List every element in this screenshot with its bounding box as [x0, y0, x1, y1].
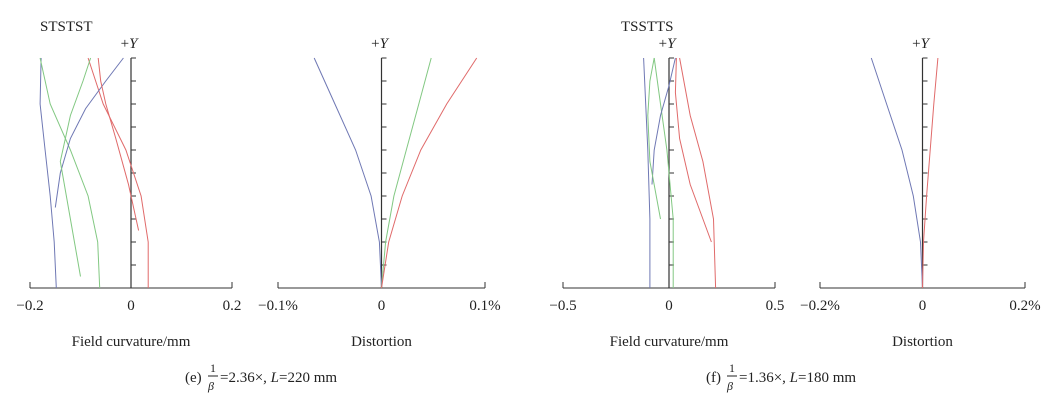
x-axis-label: Field curvature/mm [610, 334, 729, 350]
caption-f-text: =1.36×, L=180 mm [739, 370, 856, 386]
x-tick-label: −0.5 [549, 298, 576, 314]
series-line-2 [922, 57, 939, 289]
series-line-1 [313, 57, 382, 289]
caption-f-var: L [789, 370, 798, 386]
series-line-2 [39, 57, 101, 289]
caption-f-prefix: (f) [706, 370, 721, 386]
x-tick-label: 0.2% [1009, 298, 1040, 314]
plot-2: −0.1% 0 0.1% Distortion +Y [258, 36, 500, 350]
x-axis-label: Field curvature/mm [72, 334, 191, 350]
caption-e-end: =220 mm [279, 370, 337, 386]
series-line-3 [381, 57, 478, 289]
caption-e-frac-den: β [207, 379, 214, 393]
series-line-2 [381, 57, 432, 289]
y-axis-label-var: Y [921, 36, 931, 52]
caption-f-frac-den: β [726, 379, 733, 393]
y-axis-label: +Y [371, 36, 389, 52]
caption-f: (f) 1 β =1.36×, L=180 mm [706, 361, 856, 393]
plot-3: −0.5 0 0.5 Field curvature/mm +Y [549, 36, 784, 350]
series-line-2 [653, 57, 674, 288]
caption-e: (e) 1 β =2.36×, L=220 mm [185, 361, 337, 393]
series-line-6 [674, 57, 712, 243]
x-tick-label: −0.1% [258, 298, 298, 314]
caption-f-frac-num: 1 [729, 361, 735, 375]
caption-f-main: =1.36×, [739, 370, 790, 386]
x-axis-label: Distortion [892, 334, 953, 350]
legend-sequence-left: STSTST [40, 19, 93, 35]
x-tick-label: 0 [919, 298, 927, 314]
series-line-1 [643, 57, 651, 288]
x-axis-label: Distortion [351, 334, 412, 350]
x-tick-label: −0.2% [800, 298, 840, 314]
caption-e-text: =2.36×, L=220 mm [220, 370, 337, 386]
caption-e-frac-num: 1 [210, 361, 216, 375]
y-axis-label-var: Y [129, 36, 139, 52]
x-tick-label: 0.2 [223, 298, 242, 314]
y-axis-label: +Y [121, 36, 139, 52]
caption-e-main: =2.36×, [220, 370, 271, 386]
series-line-3 [87, 57, 149, 288]
x-tick-label: 0 [665, 298, 673, 314]
series-line-1 [39, 57, 57, 289]
series-line-4 [651, 57, 676, 185]
series-line-5 [647, 57, 661, 220]
x-tick-label: 0.5 [766, 298, 785, 314]
caption-e-var: L [270, 370, 279, 386]
x-tick-label: −0.2 [16, 298, 43, 314]
series-line-1 [870, 57, 923, 289]
y-axis-label-var: Y [380, 36, 390, 52]
chart-layer: −0.2 0 0.2 Field curvature/mm +Y −0.1% 0 0.1% Di… [16, 36, 1040, 350]
caption-f-end: =180 mm [798, 370, 856, 386]
series-line-4 [54, 57, 124, 208]
plot-4: −0.2% 0 0.2% Distortion +Y [800, 36, 1040, 350]
series-line-5 [59, 57, 92, 277]
x-tick-label: 0 [378, 298, 386, 314]
series-line-3 [679, 57, 717, 289]
legend-sequence-right: TSSTTS [621, 19, 674, 35]
caption-e-prefix: (e) [185, 370, 202, 386]
series-line-6 [97, 57, 140, 231]
plot-1: −0.2 0 0.2 Field curvature/mm +Y [16, 36, 241, 350]
x-tick-label: 0.1% [469, 298, 500, 314]
y-axis-label-var: Y [667, 36, 677, 52]
x-tick-label: 0 [127, 298, 135, 314]
y-axis-label: +Y [912, 36, 930, 52]
y-axis-label: +Y [659, 36, 677, 52]
